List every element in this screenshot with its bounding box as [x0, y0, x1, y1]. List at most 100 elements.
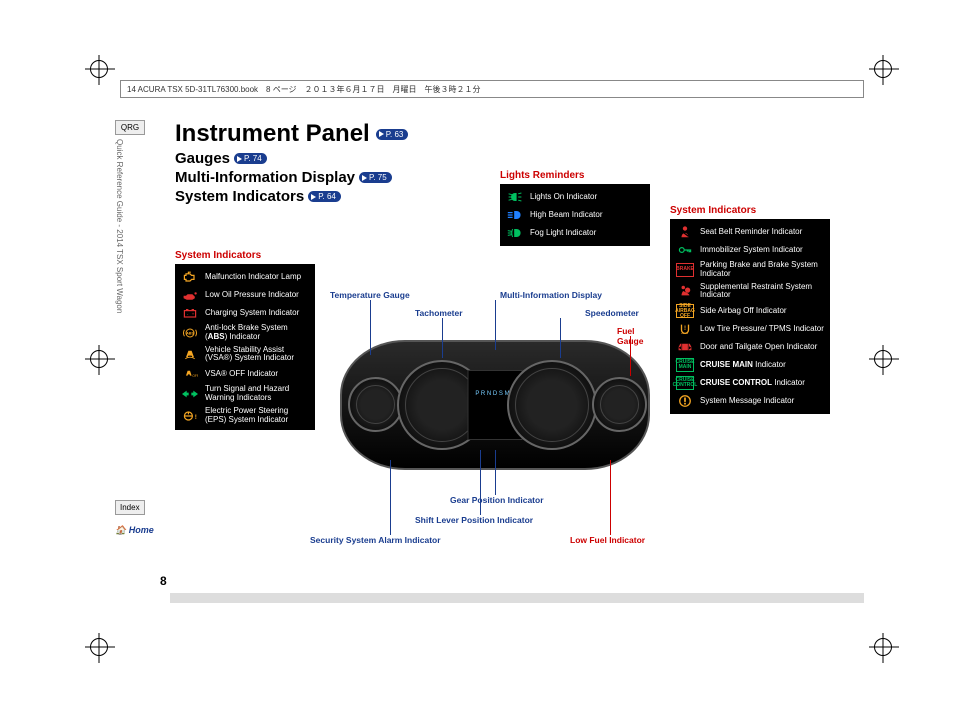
abs-icon: ABS — [181, 326, 199, 340]
battery-icon: -+ — [181, 306, 199, 320]
engine-icon — [181, 270, 199, 284]
subtitle: Gauges P. 74 — [175, 150, 864, 167]
eps-icon: ! — [181, 409, 199, 423]
indicator-label: Seat Belt Reminder Indicator — [700, 228, 802, 237]
indicator-row: Immobilizer System Indicator — [676, 243, 824, 257]
cruise-main-icon: CRUISEMAIN — [676, 358, 694, 372]
system-indicators-right: System Indicators Seat Belt Reminder Ind… — [670, 205, 830, 414]
callout-fuel: Fuel Gauge — [617, 326, 660, 346]
oil-icon — [181, 288, 199, 302]
indicator-label: Door and Tailgate Open Indicator — [700, 343, 817, 352]
indicator-label: Electric Power Steering (EPS) System Ind… — [205, 407, 309, 425]
indicator-label: Charging System Indicator — [205, 309, 299, 318]
fog-icon — [506, 226, 524, 240]
indicator-row: ABS Anti-lock Brake System (ABS) Indicato… — [181, 324, 309, 342]
indicator-label: System Message Indicator — [700, 397, 794, 406]
svg-text:!: ! — [195, 414, 197, 421]
indicator-row: Door and Tailgate Open Indicator — [676, 340, 824, 354]
section-heading: Lights Reminders — [500, 170, 650, 181]
callout-mid: Multi-Information Display — [500, 290, 602, 300]
indicator-row: ! Low Tire Pressure/ TPMS Indicator — [676, 322, 824, 336]
callout-tach: Tachometer — [415, 308, 463, 318]
page-title: Instrument Panel P. 63 — [175, 120, 864, 148]
page-number: 8 — [160, 574, 167, 588]
indicator-row: Low Oil Pressure Indicator — [181, 288, 309, 302]
callout-lowfuel: Low Fuel Indicator — [570, 535, 645, 545]
svg-text:!: ! — [684, 325, 686, 332]
indicator-label: Anti-lock Brake System (ABS) Indicator — [205, 324, 309, 342]
indicator-label: CRUISE CONTROL Indicator — [700, 379, 805, 388]
immobilizer-icon — [676, 243, 694, 257]
callout-gear: Gear Position Indicator — [450, 495, 544, 505]
callout-speedo: Speedometer — [585, 308, 639, 318]
callout-temp: Temperature Gauge — [330, 290, 410, 300]
indicator-label: Vehicle Stability Assist (VSA®) System I… — [205, 346, 309, 364]
callout-security: Security System Alarm Indicator — [310, 535, 441, 545]
indicator-row: High Beam Indicator — [506, 208, 644, 222]
indicator-label: Immobilizer System Indicator — [700, 246, 803, 255]
indicator-label: Malfunction Indicator Lamp — [205, 273, 301, 282]
lights-on-icon — [506, 190, 524, 204]
svg-text:OFF: OFF — [192, 374, 198, 378]
svg-text:ABS: ABS — [186, 331, 194, 335]
print-header: 14 ACURA TSX 5D-31TL76300.book 8 ページ ２０１… — [120, 80, 864, 98]
page-ref-pill[interactable]: P. 74 — [234, 153, 267, 164]
side-airbag-icon: SIDEAIRBAGOFF — [676, 304, 694, 318]
section-heading: System Indicators — [670, 205, 830, 216]
cruise-ctrl-icon: CRUISECONTROL — [676, 376, 694, 390]
tpms-icon: ! — [676, 322, 694, 336]
indicator-label: Turn Signal and Hazard Warning Indicator… — [205, 385, 309, 403]
indicator-row: Seat Belt Reminder Indicator — [676, 225, 824, 239]
indicator-row: -+ Charging System Indicator — [181, 306, 309, 320]
qrg-tab[interactable]: QRG — [115, 120, 145, 135]
vsa-icon — [181, 347, 199, 361]
indicator-row: System Message Indicator — [676, 394, 824, 408]
seatbelt-icon — [676, 225, 694, 239]
brake-icon: BRAKE — [676, 263, 694, 277]
indicator-label: Fog Light Indicator — [530, 229, 596, 238]
section-heading: System Indicators — [175, 250, 315, 261]
lights-reminders: Lights Reminders Lights On Indicator High… — [500, 170, 650, 246]
indicator-label: Supplemental Restraint System Indicator — [700, 283, 824, 301]
page-ref-pill[interactable]: P. 63 — [376, 129, 409, 140]
fuel-gauge — [592, 377, 647, 432]
guide-title-vertical: Quick Reference Guide - 2014 TSX Sport W… — [115, 139, 124, 399]
indicator-label: Side Airbag Off Indicator — [700, 307, 787, 316]
srs-icon — [676, 284, 694, 298]
indicator-row: Turn Signal and Hazard Warning Indicator… — [181, 385, 309, 403]
indicator-label: High Beam Indicator — [530, 211, 602, 220]
temperature-gauge — [348, 377, 403, 432]
indicator-row: Vehicle Stability Assist (VSA®) System I… — [181, 346, 309, 364]
indicator-row: BRAKE Parking Brake and Brake System Indi… — [676, 261, 824, 279]
system-indicators-left: System Indicators Malfunction Indicator … — [175, 250, 315, 430]
indicator-row: CRUISEMAIN CRUISE MAIN Indicator — [676, 358, 824, 372]
indicator-row: ! Electric Power Steering (EPS) System In… — [181, 407, 309, 425]
indicator-row: Lights On Indicator — [506, 190, 644, 204]
indicator-label: Lights On Indicator — [530, 193, 597, 202]
indicator-label: Parking Brake and Brake System Indicator — [700, 261, 824, 279]
page-ref-pill[interactable]: P. 75 — [359, 172, 392, 183]
indicator-label: CRUISE MAIN Indicator — [700, 361, 786, 370]
door-icon — [676, 340, 694, 354]
indicator-row: OFF VSA® OFF Indicator — [181, 367, 309, 381]
indicator-label: VSA® OFF Indicator — [205, 370, 278, 379]
svg-text:+: + — [192, 312, 195, 317]
callout-shift: Shift Lever Position Indicator — [415, 515, 533, 525]
gauge-diagram: Temperature Gauge Tachometer Multi-Infor… — [330, 290, 660, 470]
message-icon — [676, 394, 694, 408]
index-tab[interactable]: Index — [115, 500, 145, 515]
high-beam-icon — [506, 208, 524, 222]
sidebar: QRG Quick Reference Guide - 2014 TSX Spo… — [115, 120, 145, 399]
indicator-row: CRUISECONTROL CRUISE CONTROL Indicator — [676, 376, 824, 390]
page-ref-pill[interactable]: P. 64 — [308, 191, 341, 202]
vsa-off-icon: OFF — [181, 367, 199, 381]
turn-icon — [181, 387, 199, 401]
speedometer — [507, 360, 597, 450]
indicator-row: SIDEAIRBAGOFF Side Airbag Off Indicator — [676, 304, 824, 318]
indicator-label: Low Tire Pressure/ TPMS Indicator — [700, 325, 824, 334]
indicator-row: Supplemental Restraint System Indicator — [676, 283, 824, 301]
indicator-row: Fog Light Indicator — [506, 226, 644, 240]
indicator-label: Low Oil Pressure Indicator — [205, 291, 299, 300]
footer-strip — [170, 593, 864, 603]
home-link[interactable]: 🏠 Home — [115, 525, 154, 536]
